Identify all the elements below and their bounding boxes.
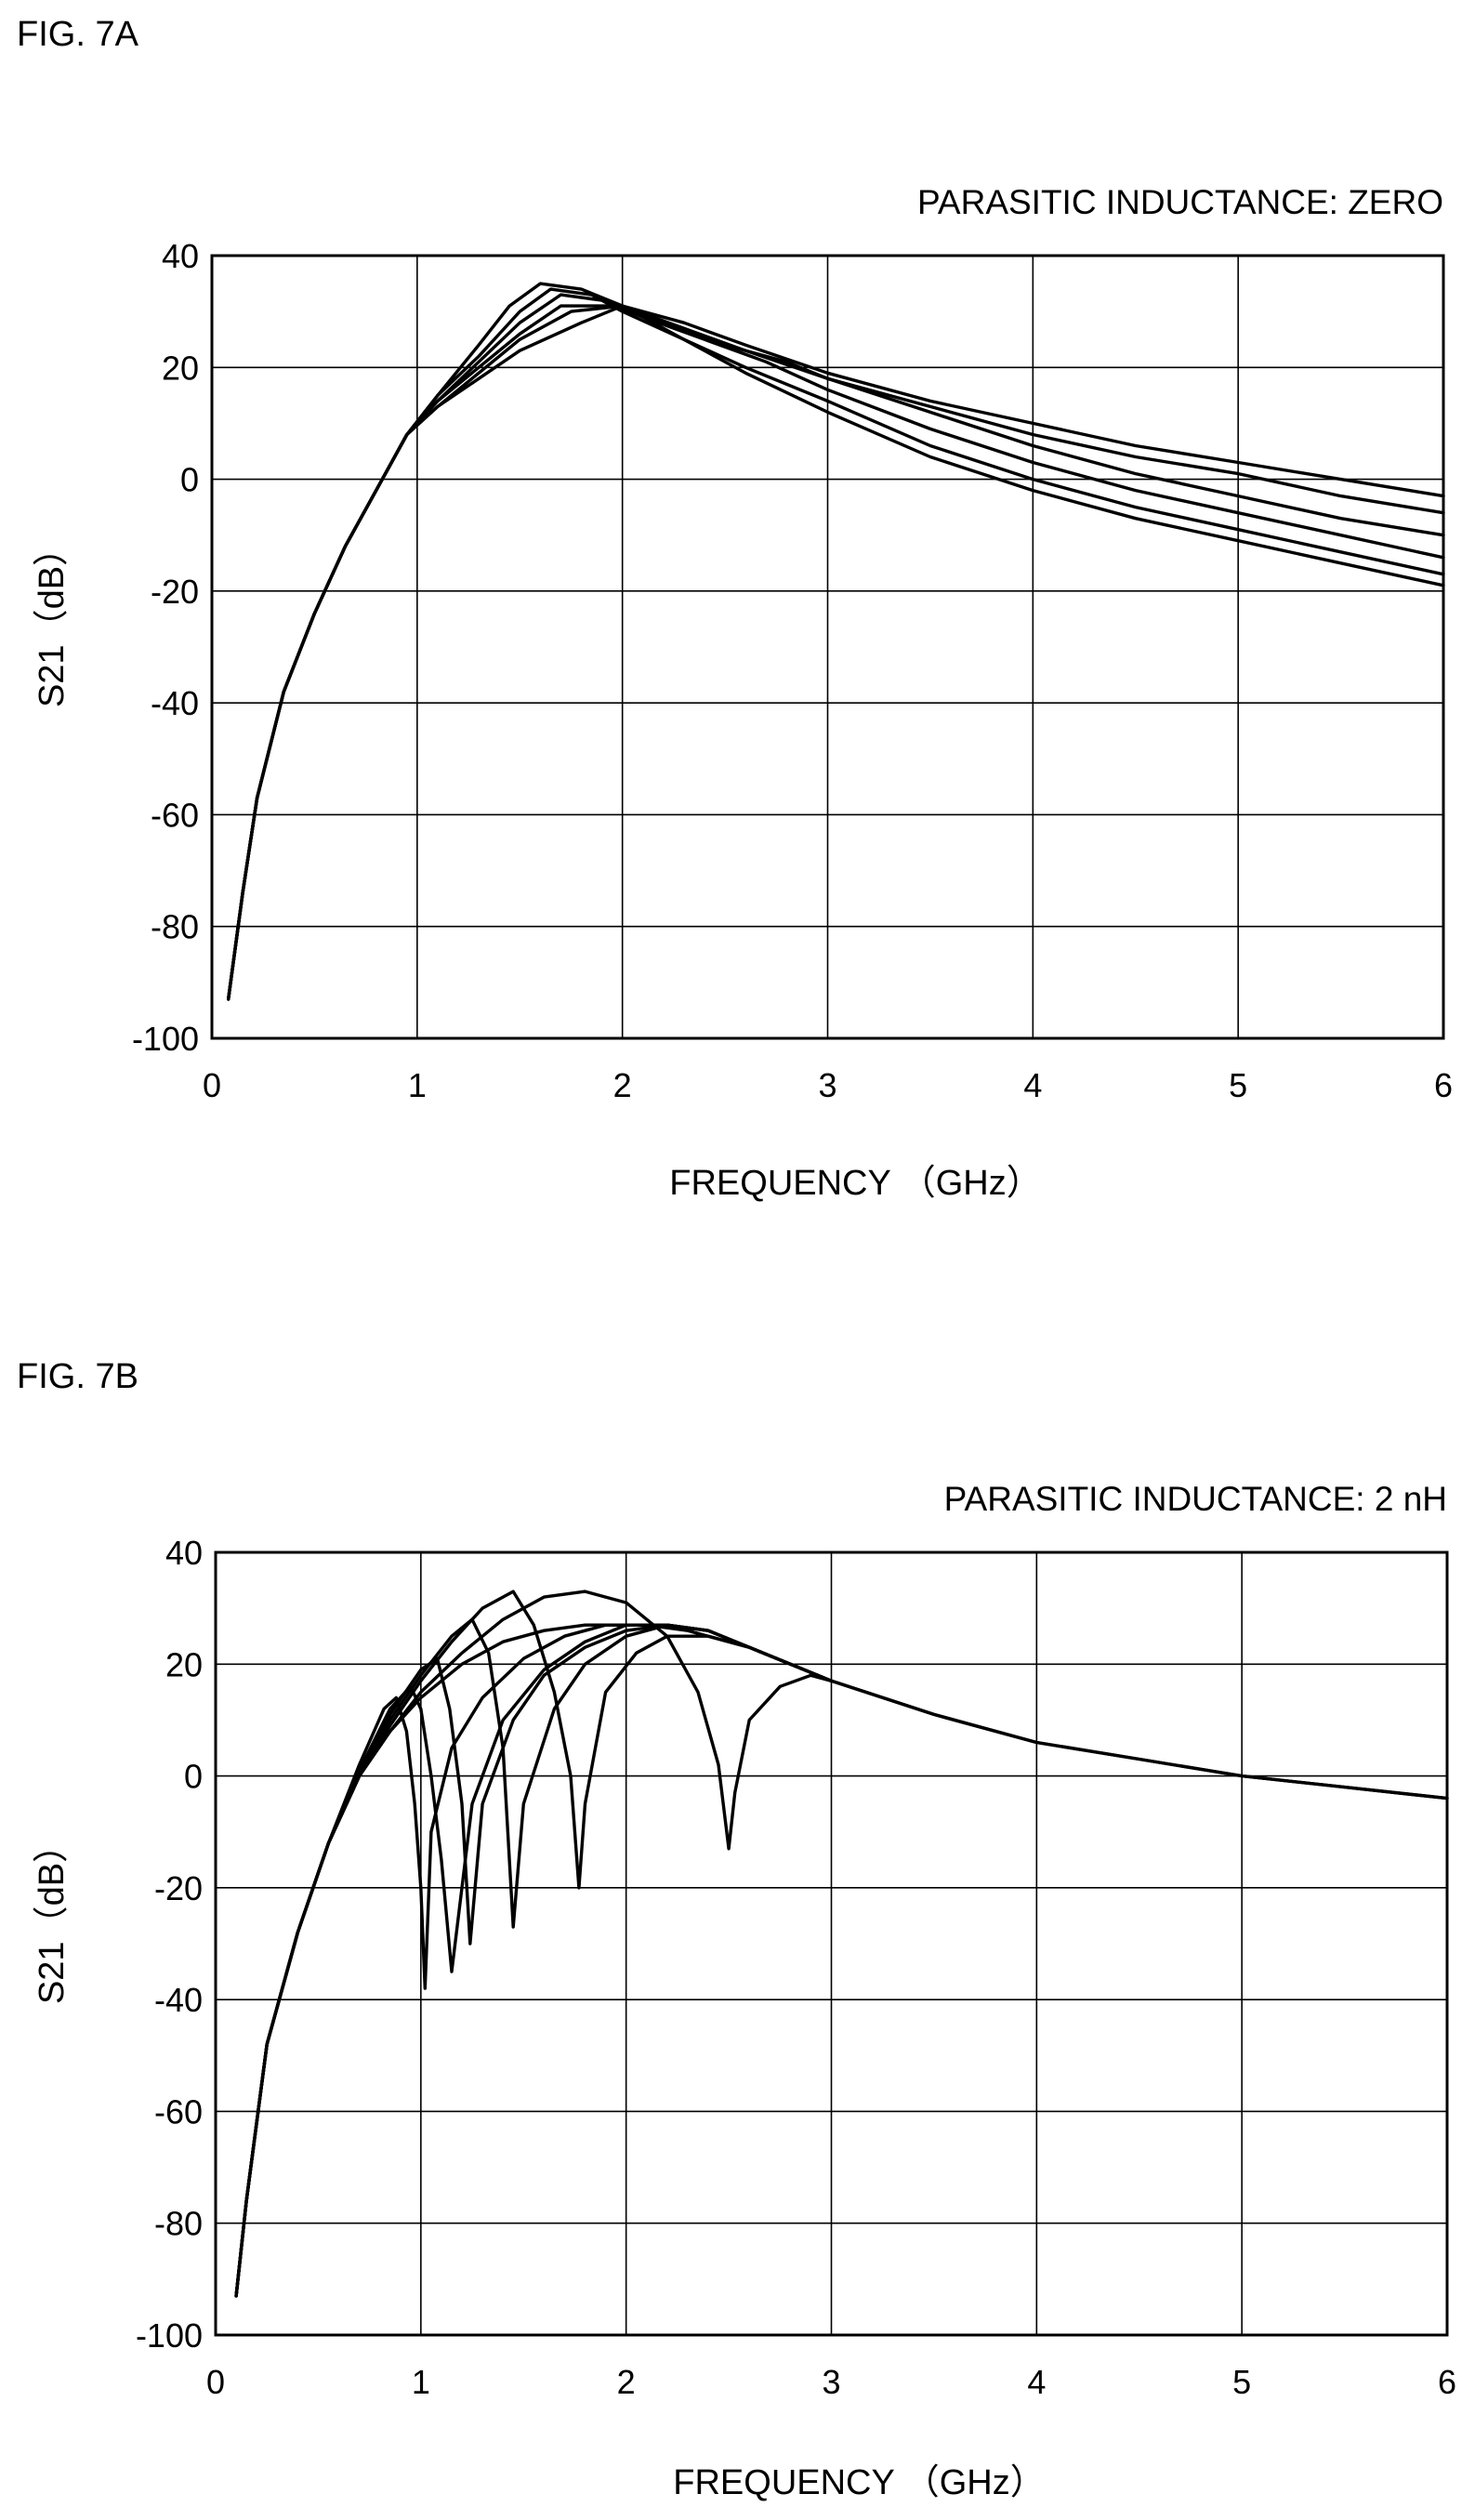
x-tick-label-7a: 0 — [203, 1066, 221, 1104]
x-tick-label-7a: 1 — [408, 1066, 427, 1104]
x-tick-label-7b: 3 — [822, 2363, 840, 2401]
series-line-7a-5 — [227, 304, 1445, 1001]
y-tick-label-7b: 40 — [165, 1534, 203, 1572]
y-tick-label-7a: -100 — [132, 1020, 199, 1058]
x-tick-label-7b: 4 — [1027, 2363, 1046, 2401]
x-axis-title-7a: FREQUENCY （GHz） — [669, 1164, 1041, 1203]
y-tick-label-7a: -80 — [151, 908, 199, 946]
y-tick-label-7a: -60 — [151, 796, 199, 834]
x-tick-label-7a: 2 — [613, 1066, 632, 1104]
x-tick-label-7b: 6 — [1438, 2363, 1456, 2401]
series-line-7a-6 — [227, 304, 1445, 1001]
series-line-7b-6 — [234, 1590, 834, 2298]
y-axis-title-7b: S21（dB） — [33, 1827, 72, 2004]
y-tick-label-7a: 40 — [162, 237, 199, 275]
y-tick-label-7b: -100 — [136, 2316, 203, 2355]
y-tick-label-7b: -20 — [154, 1869, 203, 1907]
y-tick-label-7b: 20 — [165, 1645, 203, 1683]
series-line-7a-3 — [227, 293, 1445, 1001]
y-tick-label-7b: -80 — [154, 2205, 203, 2243]
series-line-7a-4 — [227, 304, 1445, 1001]
series-line-7b-1 — [234, 1623, 1449, 2298]
x-tick-label-7b: 0 — [206, 2363, 225, 2401]
x-tick-label-7b: 2 — [617, 2363, 636, 2401]
y-tick-label-7a: -40 — [151, 684, 199, 722]
series-line-7a-2 — [227, 287, 1445, 1001]
chart-7a: 0 1 2 3 4 5 6 40 20 0 -20 -40 -60 -80 -100 PARASITIC IN… — [33, 183, 1453, 1203]
plot-frame-7a — [210, 254, 1445, 1040]
figure-7b-label: FIG. 7B — [17, 1357, 138, 1396]
x-tick-label-7a: 6 — [1434, 1066, 1453, 1104]
series-line-7b-3 — [234, 1623, 834, 2298]
chart-7b: 0 1 2 3 4 5 6 40 20 0 -20 -40 -60 -80 -100 PARASITIC IN… — [33, 1480, 1456, 2502]
series-line-7b-4 — [234, 1617, 834, 2298]
y-tick-label-7a: -20 — [151, 573, 199, 611]
series-line-7b-7 — [234, 1623, 1449, 2298]
series-line-7a-1 — [227, 282, 1445, 1001]
x-tick-label-7a: 5 — [1229, 1066, 1247, 1104]
y-tick-label-7a: 20 — [162, 349, 199, 387]
y-tick-label-7b: -60 — [154, 2092, 203, 2131]
x-tick-label-7a: 4 — [1023, 1066, 1042, 1104]
chart-subtitle-7b: PARASITIC INDUCTANCE: 2 nH — [944, 1480, 1447, 1518]
y-axis-title-7a: S21（dB） — [33, 531, 72, 707]
y-tick-label-7a: 0 — [180, 461, 199, 499]
x-tick-label-7b: 5 — [1232, 2363, 1251, 2401]
y-tick-label-7b: -40 — [154, 1981, 203, 2019]
x-axis-title-7b: FREQUENCY （GHz） — [673, 2463, 1045, 2502]
chart-subtitle-7a: PARASITIC INDUCTANCE: ZERO — [917, 183, 1443, 221]
series-line-7b-5 — [234, 1590, 834, 2298]
x-tick-label-7a: 3 — [818, 1066, 836, 1104]
series-line-7b-2 — [234, 1623, 834, 2298]
y-tick-label-7b: 0 — [184, 1758, 203, 1796]
figure-7a-label: FIG. 7A — [17, 15, 138, 54]
x-tick-label-7b: 1 — [412, 2363, 430, 2401]
plot-frame-7b — [214, 1550, 1449, 2337]
